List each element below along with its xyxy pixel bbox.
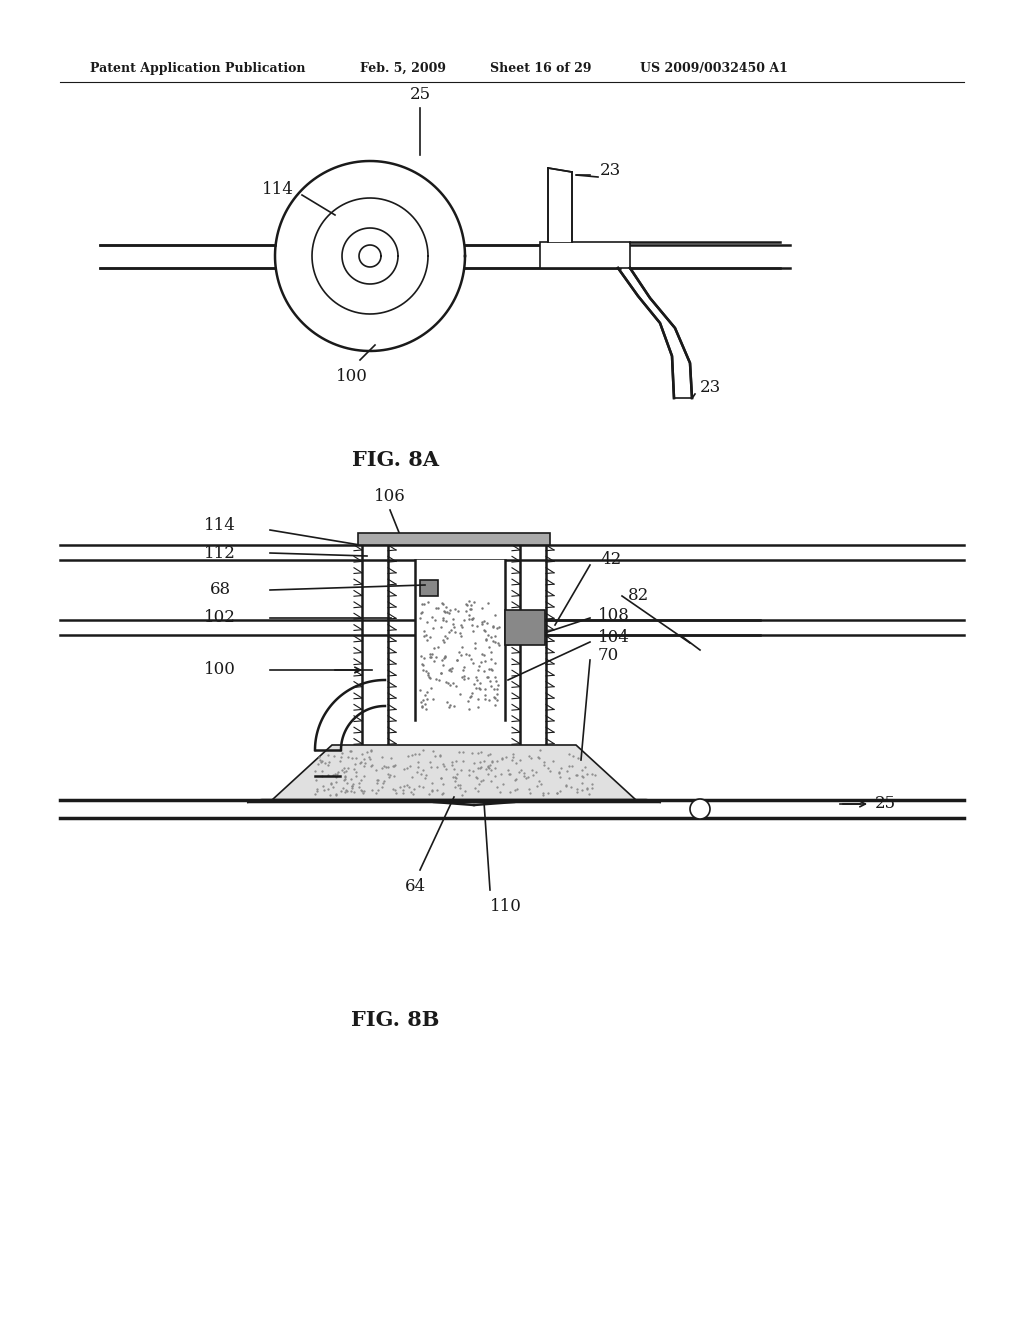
Text: 106: 106 <box>374 488 406 506</box>
Circle shape <box>690 799 710 818</box>
Text: 110: 110 <box>490 898 522 915</box>
Polygon shape <box>618 268 692 399</box>
Text: 102: 102 <box>204 610 236 627</box>
Polygon shape <box>247 800 662 803</box>
Text: 112: 112 <box>204 544 236 561</box>
Polygon shape <box>420 579 438 597</box>
Text: Feb. 5, 2009: Feb. 5, 2009 <box>360 62 446 75</box>
Text: 25: 25 <box>410 86 430 103</box>
Text: 23: 23 <box>600 162 622 180</box>
Text: 104: 104 <box>598 630 630 647</box>
Text: Patent Application Publication: Patent Application Publication <box>90 62 305 75</box>
Polygon shape <box>505 610 545 645</box>
Text: 42: 42 <box>600 552 622 569</box>
Text: 23: 23 <box>700 379 721 396</box>
Polygon shape <box>358 533 550 545</box>
Text: 108: 108 <box>598 606 630 623</box>
Text: 100: 100 <box>204 661 236 678</box>
Text: 70: 70 <box>598 648 620 664</box>
Text: 114: 114 <box>262 181 294 198</box>
Polygon shape <box>415 560 505 719</box>
Polygon shape <box>548 168 572 242</box>
Text: 114: 114 <box>204 516 236 533</box>
Polygon shape <box>540 242 630 268</box>
Text: 25: 25 <box>874 796 896 813</box>
Text: FIG. 8B: FIG. 8B <box>351 1010 439 1030</box>
Polygon shape <box>272 744 636 800</box>
Text: Sheet 16 of 29: Sheet 16 of 29 <box>490 62 592 75</box>
Text: 68: 68 <box>210 582 230 598</box>
Text: 82: 82 <box>628 586 649 603</box>
Text: 64: 64 <box>404 878 426 895</box>
Text: 100: 100 <box>336 368 368 385</box>
Circle shape <box>275 161 465 351</box>
Text: US 2009/0032450 A1: US 2009/0032450 A1 <box>640 62 787 75</box>
Text: FIG. 8A: FIG. 8A <box>351 450 438 470</box>
